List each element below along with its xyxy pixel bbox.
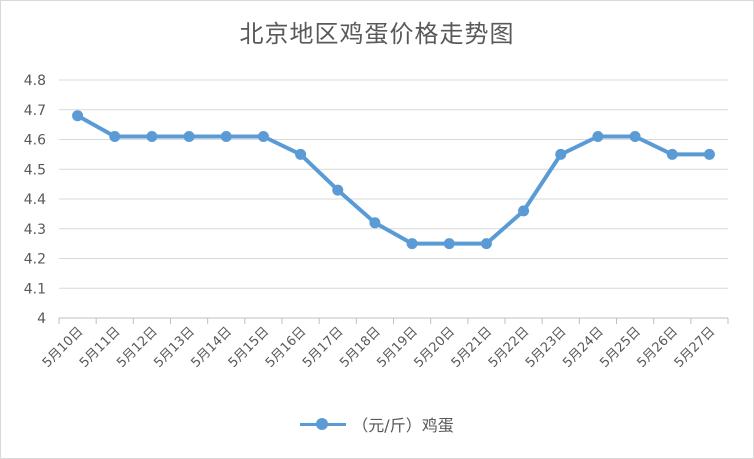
- data-point: [109, 131, 121, 143]
- data-point: [257, 131, 269, 143]
- x-tick-labels: 5月10日5月11日5月12日5月13日5月14日5月15日5月16日5月17日…: [40, 324, 718, 371]
- data-point: [443, 238, 455, 250]
- data-point: [629, 131, 641, 143]
- data-point: [295, 148, 307, 160]
- data-point: [72, 110, 84, 122]
- x-tick-label: 5月27日: [672, 324, 719, 371]
- y-tick-label: 4: [37, 311, 46, 327]
- y-tick-label: 4.3: [24, 222, 46, 238]
- data-point: [220, 131, 232, 143]
- chart-title: 北京地区鸡蛋价格走势图: [239, 20, 515, 48]
- data-point: [369, 217, 381, 229]
- series-line: [75, 113, 712, 246]
- data-point: [406, 238, 418, 250]
- y-tick-label: 4.4: [24, 192, 46, 208]
- y-tick-label: 4.2: [24, 252, 46, 268]
- data-point: [480, 238, 492, 250]
- data-point: [555, 148, 567, 160]
- data-point: [592, 131, 604, 143]
- y-tick-label: 4.6: [24, 133, 46, 149]
- data-point: [332, 184, 344, 196]
- legend: （元/斤）鸡蛋: [0, 412, 754, 436]
- data-point: [146, 131, 158, 143]
- gridlines: [59, 79, 728, 289]
- series-group: [72, 110, 715, 250]
- axes: [58, 317, 729, 324]
- data-point: [703, 148, 715, 160]
- legend-label: （元/斤）鸡蛋: [352, 416, 454, 435]
- y-tick-labels: 4 4.1 4.2 4.3 4.4 4.5 4.6 4.7 4.8: [24, 73, 46, 327]
- y-tick-label: 4.7: [24, 103, 46, 119]
- legend-marker-icon: [300, 418, 347, 430]
- y-tick-label: 4.1: [24, 281, 46, 297]
- data-point: [518, 205, 530, 217]
- data-point: [183, 131, 195, 143]
- data-point: [666, 148, 678, 160]
- y-tick-label: 4.5: [24, 162, 46, 178]
- y-tick-label: 4.8: [24, 73, 46, 89]
